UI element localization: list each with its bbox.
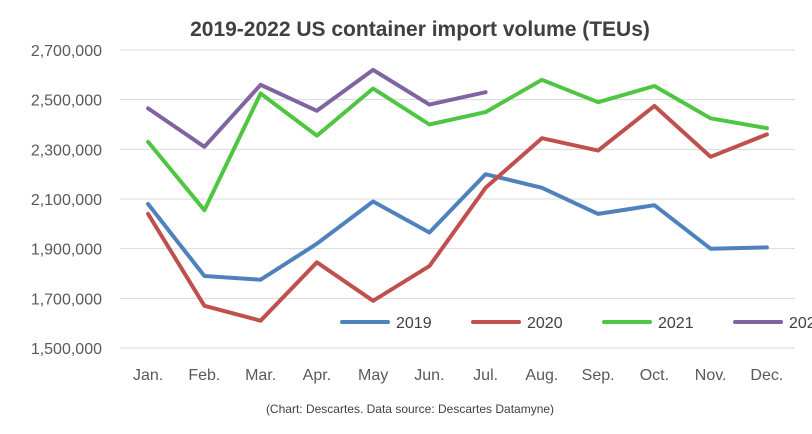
- legend: 2019 2020 2021 2022: [340, 315, 812, 332]
- x-axis-ticks: Jan. Feb. Mar. Apr. May Jun. Jul. Aug. Sep. Oct. N…: [133, 367, 783, 384]
- chart-title: 2019-2022 US container import volume (TE…: [190, 18, 650, 41]
- x-tick-label: Jan.: [133, 367, 163, 384]
- series-line-2021: [146, 77, 769, 213]
- y-tick-label: 1,900,000: [31, 242, 102, 259]
- x-tick-label: Jul.: [473, 367, 498, 384]
- x-tick-label: May: [358, 367, 388, 384]
- y-tick-label: 1,700,000: [31, 291, 102, 308]
- x-tick-label: Jun.: [414, 367, 444, 384]
- x-tick-label: Dec.: [750, 367, 783, 384]
- legend-item-2020: 2020: [471, 315, 563, 332]
- y-tick-label: 2,700,000: [31, 43, 102, 60]
- y-tick-label: 2,300,000: [31, 142, 102, 159]
- legend-label: 2020: [527, 315, 563, 332]
- gridlines: [120, 49, 795, 349]
- legend-label: 2019: [396, 315, 432, 332]
- x-tick-label: Sep.: [582, 367, 615, 384]
- x-tick-label: Apr.: [303, 367, 331, 384]
- x-tick-label: Nov.: [695, 367, 727, 384]
- x-tick-label: Aug.: [525, 367, 558, 384]
- y-axis-ticks: 1,500,000 1,700,000 1,900,000 2,100,000 2,30…: [31, 43, 102, 358]
- series-lines: [146, 67, 769, 323]
- legend-item-2021: 2021: [602, 315, 694, 332]
- y-tick-label: 2,100,000: [31, 192, 102, 209]
- series-line-2019: [146, 172, 769, 282]
- x-tick-label: Mar.: [245, 367, 276, 384]
- legend-label: 2021: [658, 315, 694, 332]
- legend-item-2019: 2019: [340, 315, 432, 332]
- legend-item-2022: 2022: [733, 315, 812, 332]
- legend-label: 2022: [789, 315, 812, 332]
- series-line-2022: [146, 67, 488, 149]
- y-tick-label: 1,500,000: [31, 341, 102, 358]
- x-tick-label: Oct.: [640, 367, 669, 384]
- chart-caption: (Chart: Descartes. Data source: Descarte…: [266, 402, 554, 416]
- series-line-2020: [146, 103, 769, 323]
- y-tick-label: 2,500,000: [31, 93, 102, 110]
- x-tick-label: Feb.: [188, 367, 220, 384]
